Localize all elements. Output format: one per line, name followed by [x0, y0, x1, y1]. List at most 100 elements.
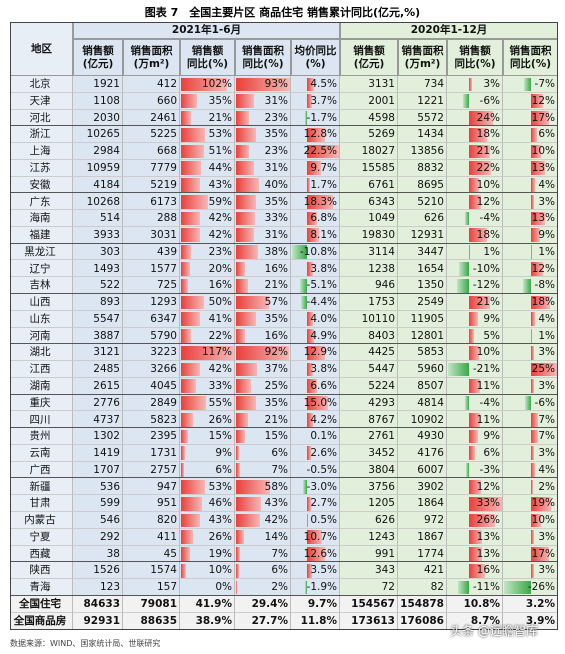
- table-cell: [398, 595, 447, 613]
- group-divider: [10, 242, 558, 245]
- header-text: (亿元): [353, 58, 385, 70]
- data-bar: [307, 312, 313, 327]
- cell-text: -1.9%: [306, 581, 337, 594]
- data-bar: [469, 161, 491, 176]
- table-cell: [447, 210, 503, 227]
- data-bar: [307, 127, 326, 142]
- cell-text: 4.0%: [310, 312, 337, 325]
- cell-text: 1.7%: [310, 178, 337, 191]
- data-bar: [236, 77, 290, 92]
- cell-text: 2%: [538, 480, 555, 493]
- cell-text: 42%: [208, 363, 232, 376]
- data-bar: [181, 211, 201, 226]
- table-cell: [291, 595, 340, 613]
- table-cell: [10, 310, 73, 328]
- cell-text: 43%: [208, 514, 232, 527]
- cell-text: 6%: [215, 463, 232, 476]
- cell-text: -8%: [534, 279, 555, 292]
- table-cell: [447, 76, 503, 93]
- cell-text: 31%: [264, 94, 288, 107]
- table-cell: [10, 243, 73, 261]
- cell-text: 甘肃: [29, 497, 51, 510]
- table-cell: [10, 126, 73, 144]
- cell-text: 1302: [93, 430, 120, 443]
- header-text: 销售额: [353, 44, 385, 57]
- cell-text: 12.6%: [303, 547, 337, 560]
- table-cell: [235, 444, 291, 462]
- table-cell: [123, 126, 180, 144]
- cell-text: 8507: [417, 379, 444, 392]
- data-bar: [531, 530, 535, 545]
- table-cell: [180, 562, 235, 580]
- data-bar: [181, 412, 193, 427]
- cell-text: 2.7%: [310, 497, 337, 510]
- table-cell: [398, 361, 447, 378]
- table-cell: [10, 495, 73, 513]
- cell-text: 4%: [538, 312, 555, 325]
- group-divider: [10, 192, 558, 194]
- data-bar: [236, 496, 261, 511]
- table-cell: [10, 595, 73, 613]
- data-bar: [181, 496, 202, 511]
- data-bar: [236, 379, 251, 394]
- data-bar: [181, 228, 201, 243]
- cell-text: 10%: [208, 564, 232, 577]
- data-bar: [531, 496, 551, 511]
- cell-text: 1%: [538, 329, 555, 342]
- cell-text: 青海: [29, 581, 51, 594]
- table-cell: [291, 310, 340, 328]
- table-cell: [123, 428, 180, 445]
- data-bar: [236, 194, 257, 209]
- cell-text: 0.5%: [310, 514, 337, 527]
- cell-text: 2.6%: [310, 447, 337, 460]
- table-cell: [398, 193, 447, 211]
- data-bar: [181, 77, 228, 92]
- data-bar: [181, 463, 184, 477]
- data-bar: [448, 362, 469, 377]
- group-divider: [10, 393, 558, 396]
- group-divider: [10, 343, 558, 345]
- cell-text: 2%: [271, 581, 288, 594]
- cell-text: 2030: [93, 111, 120, 124]
- table-cell: [73, 562, 123, 580]
- data-bar: [469, 446, 475, 461]
- data-bar: [236, 345, 290, 360]
- data-bar: [531, 178, 536, 192]
- data-bar: [458, 580, 469, 595]
- cell-text: 72: [381, 581, 395, 594]
- cell-text: 4.9%: [310, 329, 337, 342]
- cell-text: 北京: [29, 78, 51, 91]
- cell-text: 522: [99, 279, 120, 292]
- cell-text: 12931: [410, 229, 444, 242]
- header-text: 同比(%): [454, 58, 496, 70]
- table-cell: [73, 444, 123, 462]
- cell-text: 1921: [93, 78, 120, 91]
- cell-text: 536: [99, 480, 120, 493]
- cell-text: 53%: [208, 480, 232, 493]
- data-bar: [181, 94, 197, 109]
- table-cell: [10, 76, 73, 93]
- table-cell: [340, 92, 398, 110]
- data-bar: [181, 513, 201, 528]
- table-cell: [10, 512, 73, 529]
- cell-text: 8832: [417, 161, 444, 174]
- data-bar: [236, 446, 240, 461]
- data-bar: [307, 77, 314, 92]
- cell-text: 全国商品房: [13, 615, 67, 628]
- data-bar: [181, 429, 188, 444]
- data-bar: [307, 530, 323, 545]
- cell-text: 9.7%: [307, 598, 337, 611]
- group-divider: [10, 427, 558, 429]
- table-cell: [398, 478, 447, 496]
- cell-text: 3131: [368, 78, 395, 91]
- cell-text: 173613: [351, 615, 395, 628]
- cell-text: 1707: [93, 463, 120, 476]
- table-cell: [340, 495, 398, 513]
- table-cell: [123, 143, 180, 160]
- data-bar: [469, 563, 485, 578]
- cell-text: 3%: [538, 346, 555, 359]
- cell-text: 3%: [483, 78, 500, 91]
- header-cell: 销售面积 同比(%): [235, 39, 291, 76]
- cell-text: 33%: [208, 379, 232, 392]
- header-cell: 销售面积 (万m²): [398, 39, 447, 76]
